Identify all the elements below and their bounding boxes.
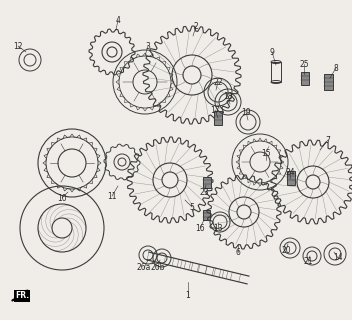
Text: 22: 22 (213, 77, 223, 86)
Text: 8: 8 (334, 63, 338, 73)
Text: 24: 24 (285, 167, 295, 177)
Text: 16: 16 (195, 223, 205, 233)
Text: 13: 13 (213, 223, 223, 233)
Text: 25: 25 (299, 60, 309, 68)
Bar (287, 171, 295, 185)
Text: 6: 6 (235, 247, 240, 257)
Text: 15: 15 (261, 148, 271, 157)
Bar (271, 62, 281, 82)
Text: 4: 4 (115, 15, 120, 25)
Text: 12: 12 (13, 42, 23, 51)
Bar (202, 210, 209, 220)
Text: 10: 10 (57, 194, 67, 203)
Text: 5: 5 (190, 203, 194, 212)
Bar (323, 74, 333, 90)
Text: 18: 18 (223, 92, 233, 100)
Text: 20: 20 (281, 245, 291, 254)
Bar (203, 177, 211, 188)
Text: 17: 17 (210, 106, 220, 115)
Text: 26a: 26a (137, 263, 151, 273)
Text: 19: 19 (241, 108, 251, 116)
Text: 7: 7 (326, 135, 331, 145)
Bar (214, 111, 222, 125)
Text: 14: 14 (333, 253, 343, 262)
Text: 1: 1 (186, 292, 190, 300)
Text: FR.: FR. (15, 292, 29, 300)
Text: 2: 2 (194, 21, 199, 30)
Text: 11: 11 (107, 191, 117, 201)
Text: 21: 21 (303, 258, 313, 267)
Text: 9: 9 (270, 47, 275, 57)
Text: 3: 3 (146, 42, 150, 51)
Text: 26b: 26b (151, 263, 165, 273)
Bar (301, 71, 309, 84)
Text: 23: 23 (199, 188, 209, 196)
